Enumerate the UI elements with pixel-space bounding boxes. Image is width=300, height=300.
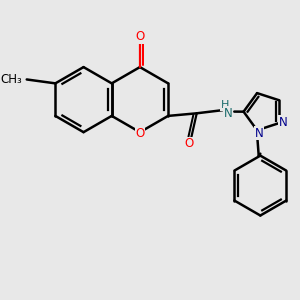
- Text: O: O: [135, 30, 145, 43]
- Text: H: H: [221, 100, 229, 110]
- Text: O: O: [185, 137, 194, 151]
- Text: O: O: [135, 127, 145, 140]
- Text: N: N: [255, 127, 264, 140]
- Text: N: N: [224, 106, 233, 120]
- Text: N: N: [278, 116, 287, 129]
- Text: CH₃: CH₃: [0, 73, 22, 86]
